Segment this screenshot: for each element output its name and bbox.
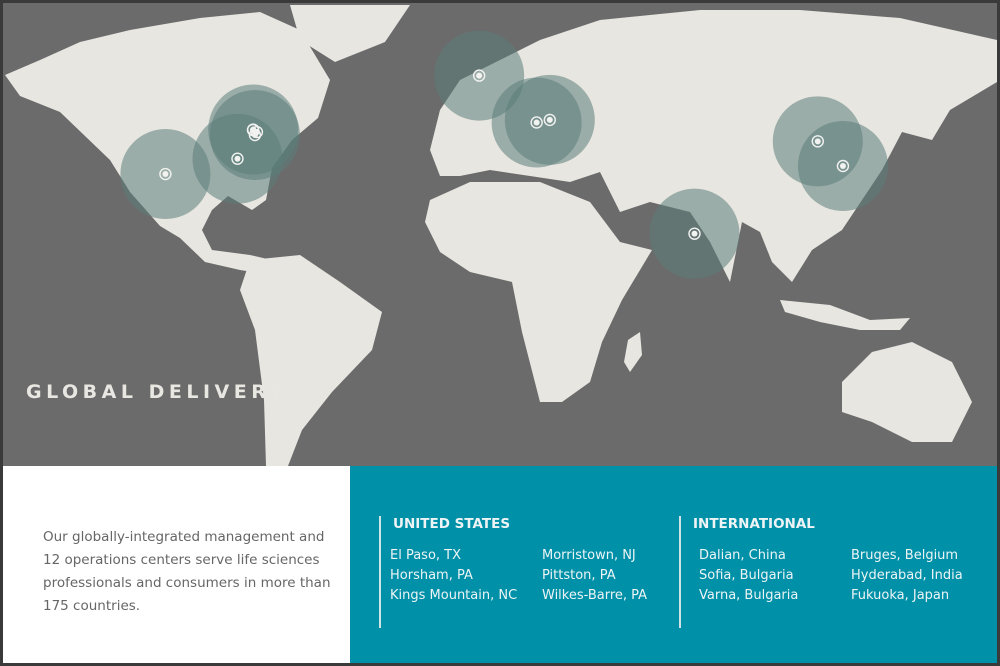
intl-location: Bruges, Belgium	[851, 548, 959, 563]
us-heading: UNITED STATES	[393, 516, 511, 532]
madagascar	[624, 332, 642, 372]
location-marker[interactable]	[688, 227, 701, 240]
south-america	[240, 255, 382, 466]
international-column: INTERNATIONAL Dalian, China Bruges, Belg…	[679, 516, 1000, 628]
location-marker[interactable]	[836, 159, 850, 173]
location-marker[interactable]	[543, 113, 556, 127]
location-marker[interactable]	[472, 69, 486, 82]
us-column: UNITED STATES El Paso, TX Morristown, NJ…	[379, 516, 694, 628]
intl-location: Hyderabad, India	[851, 568, 963, 583]
us-location: Pittston, PA	[542, 568, 616, 583]
africa	[425, 182, 652, 402]
intro-panel: Our globally-integrated management and 1…	[3, 466, 350, 663]
us-location: Morristown, NJ	[542, 548, 636, 563]
location-marker[interactable]	[231, 152, 244, 165]
map-title: GLOBAL DELIVERY	[26, 381, 288, 403]
world-map: GLOBAL DELIVERY	[3, 3, 997, 466]
location-markers	[159, 69, 850, 240]
location-marker[interactable]	[159, 167, 172, 181]
us-location: Wilkes-Barre, PA	[542, 588, 648, 603]
international-heading: INTERNATIONAL	[693, 516, 815, 532]
intl-location: Sofia, Bulgaria	[699, 568, 794, 583]
greenland	[290, 5, 410, 62]
locations-panel: UNITED STATES El Paso, TX Morristown, NJ…	[350, 466, 997, 663]
intl-location: Dalian, China	[699, 548, 786, 563]
intro-text: Our globally-integrated management and 1…	[43, 529, 331, 614]
location-marker[interactable]	[811, 135, 824, 148]
us-location: El Paso, TX	[390, 548, 462, 563]
intl-location: Fukuoka, Japan	[851, 588, 950, 603]
location-marker[interactable]	[530, 116, 543, 129]
us-location: Horsham, PA	[390, 568, 473, 583]
us-location: Kings Mountain, NC	[390, 588, 518, 603]
intl-location: Varna, Bulgaria	[699, 588, 799, 603]
indonesia	[780, 300, 910, 330]
location-marker[interactable]	[246, 123, 260, 137]
map-svg	[5, 5, 997, 466]
australia	[842, 342, 972, 442]
eurasia	[430, 10, 997, 282]
